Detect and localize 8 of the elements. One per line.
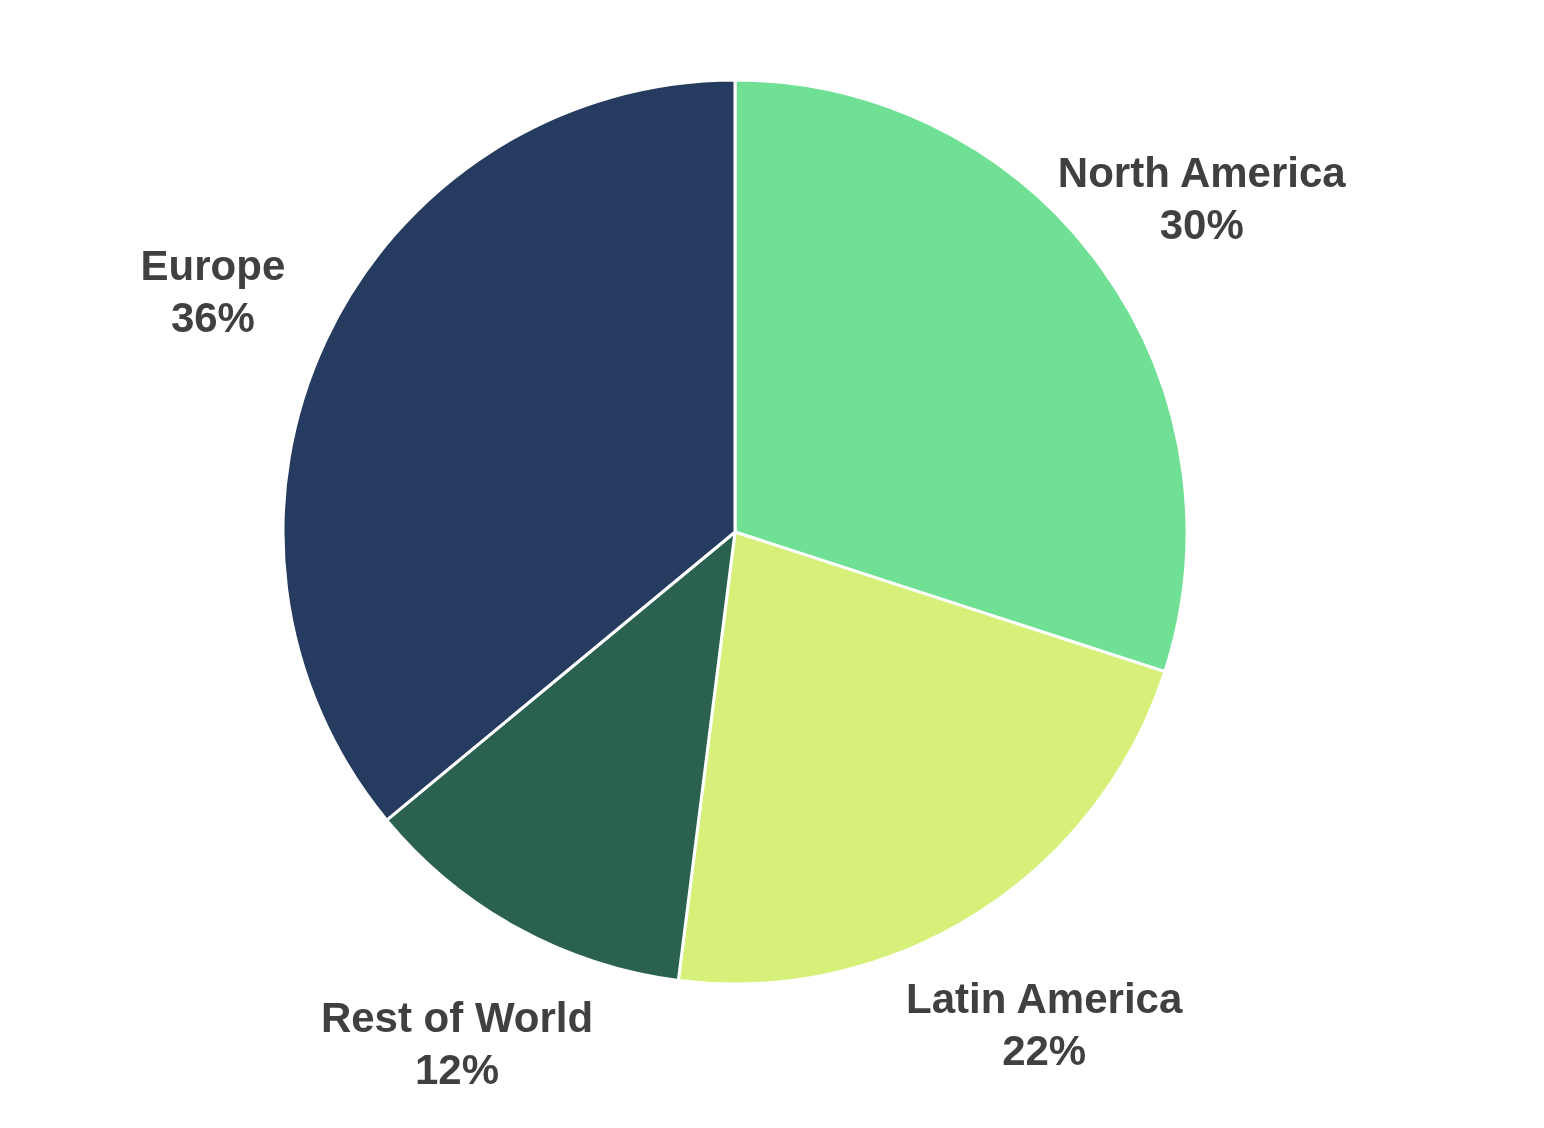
- slice-label: Europe: [140, 242, 286, 290]
- slice-label: Latin America: [906, 975, 1183, 1023]
- data-label: 36%: [170, 294, 255, 342]
- slice-label: North America: [1057, 148, 1347, 196]
- data-label: 30%: [1159, 200, 1244, 248]
- data-label: 12%: [415, 1045, 500, 1093]
- data-label: 22%: [1002, 1027, 1087, 1075]
- slice-label: Rest of World: [320, 993, 594, 1041]
